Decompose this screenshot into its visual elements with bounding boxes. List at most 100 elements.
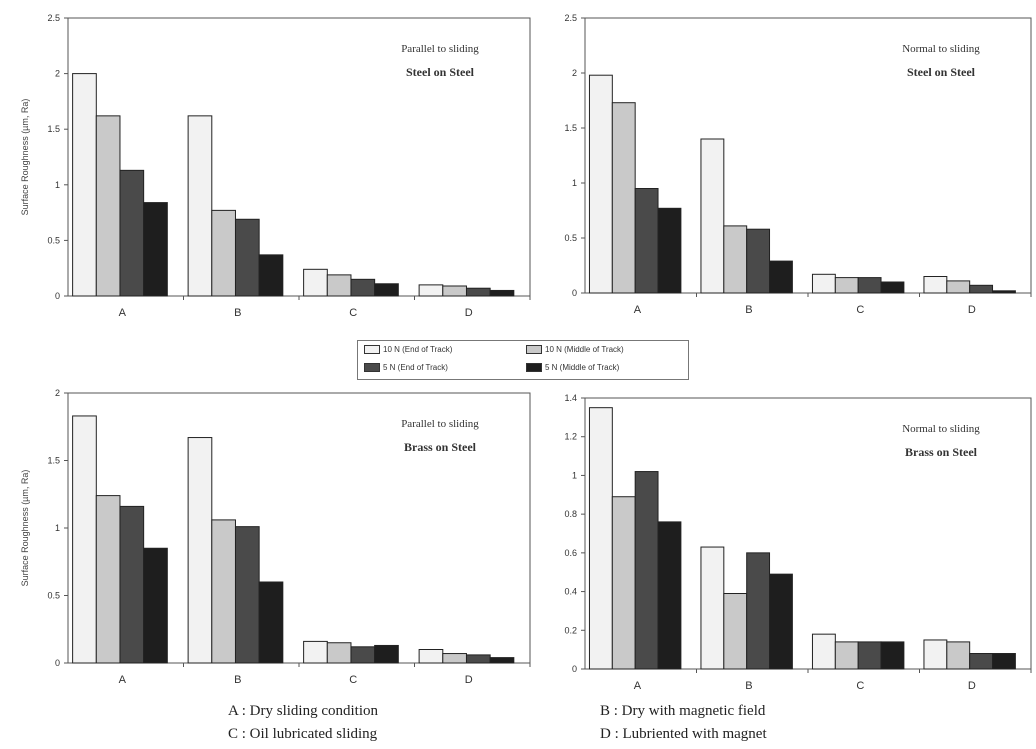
- caption-c: C : Oil lubricated sliding: [228, 726, 378, 742]
- bar-A-s2: [611, 102, 636, 294]
- bar-C-s3: [350, 646, 376, 664]
- legend-item-10n-mid: 10 N (Middle of Track): [526, 345, 624, 354]
- x-tick-label-A: A: [119, 674, 127, 686]
- bar-A-s1: [72, 73, 97, 297]
- legend-item-10n-end: 10 N (End of Track): [364, 345, 452, 354]
- bar-A-s4: [657, 521, 682, 670]
- x-tick-label-A: A: [119, 307, 127, 319]
- bar-C-s1: [303, 268, 328, 297]
- bar-A-s3: [634, 188, 659, 294]
- bar-D-s4: [489, 657, 515, 664]
- x-tick-label-C: C: [349, 674, 357, 686]
- y-tick-label: 1: [572, 470, 577, 480]
- y-tick-label: 0.4: [564, 587, 577, 597]
- x-tick-label-B: B: [234, 307, 241, 319]
- chart-4: 0 0.2 0.4 0.6 0.8 1 1.2 1.4 A B C D Normal to slidin…: [564, 393, 1032, 692]
- y-tick-label: 1.2: [564, 432, 577, 442]
- chart-1: 0 0.5 1 1.5 2 2.5 Surface Roughness (µm, Ra) A B…: [20, 13, 531, 319]
- bar-D-s2: [946, 641, 971, 670]
- bar-B-s2: [723, 593, 748, 670]
- bar-B-s2: [211, 209, 236, 297]
- bar-D-s4: [489, 289, 515, 297]
- legend-label-10n-mid: 10 N (Middle of Track): [545, 345, 624, 354]
- x-tick-label-D: D: [968, 304, 976, 316]
- y-tick-label: 2: [572, 68, 577, 78]
- bar-C-s3: [857, 641, 882, 670]
- y-tick-label: 1.5: [47, 124, 60, 134]
- legend-swatch-5n-mid: [526, 363, 542, 372]
- bar-B-s1: [700, 138, 725, 294]
- bar-A-s1: [588, 407, 613, 670]
- bar-D-s2: [946, 280, 971, 294]
- bar-C-s2: [834, 641, 859, 670]
- bar-A-s3: [119, 169, 145, 297]
- bar-C-s2: [326, 642, 352, 664]
- chart-2: 0 0.5 1 1.5 2 2.5 A B C D Normal to sliding Steel o…: [564, 13, 1032, 316]
- annotation-orientation: Parallel to sliding: [401, 418, 479, 430]
- x-tick-label-D: D: [465, 674, 473, 686]
- chart-3: 0 0.5 1 1.5 2 Surface Roughness (µm, Ra) A B C D P…: [20, 388, 531, 686]
- y-tick-label: 2: [55, 69, 60, 79]
- x-tick-label-B: B: [745, 680, 752, 692]
- annotation-material: Steel on Steel: [907, 65, 976, 79]
- x-tick-label-C: C: [856, 680, 864, 692]
- y-tick-label: 0.6: [564, 548, 577, 558]
- y-tick-label: 1: [572, 178, 577, 188]
- bar-D-s3: [465, 287, 491, 297]
- bar-C-s1: [811, 273, 836, 294]
- x-tick-label-A: A: [634, 680, 642, 692]
- y-tick-label: 2.5: [564, 13, 577, 23]
- bar-D-s1: [923, 276, 948, 294]
- bar-C-s4: [374, 283, 399, 297]
- y-tick-label: 0: [572, 664, 577, 674]
- bar-C-s2: [834, 277, 859, 294]
- bar-C-s3: [857, 277, 882, 294]
- legend-swatch-10n-mid: [526, 345, 542, 354]
- x-tick-label-D: D: [968, 680, 976, 692]
- y-tick-label: 1.5: [564, 123, 577, 133]
- bar-C-s4: [880, 641, 905, 670]
- annotation-orientation: Normal to sliding: [902, 423, 980, 435]
- bar-C-s2: [326, 274, 352, 297]
- legend-swatch-5n-end: [364, 363, 380, 372]
- bar-D-s1: [923, 639, 948, 670]
- bar-A-s4: [143, 202, 168, 297]
- legend-item-5n-mid: 5 N (Middle of Track): [526, 363, 619, 372]
- y-tick-label: 0: [572, 288, 577, 298]
- y-axis-label: Surface Roughness (µm, Ra): [20, 470, 30, 587]
- annotation-orientation: Normal to sliding: [902, 43, 980, 55]
- bar-D-s4: [992, 653, 1016, 670]
- bar-C-s4: [374, 644, 399, 664]
- bar-A-s4: [657, 207, 682, 294]
- bar-A-s1: [72, 415, 97, 664]
- legend-item-5n-end: 5 N (End of Track): [364, 363, 448, 372]
- bar-B-s3: [746, 552, 771, 670]
- bar-A-s2: [95, 115, 121, 297]
- bar-B-s4: [769, 260, 793, 294]
- bar-A-s3: [634, 471, 659, 670]
- y-axis-label: Surface Roughness (µm, Ra): [20, 99, 30, 216]
- bar-A-s1: [588, 74, 613, 294]
- bar-B-s3: [746, 228, 771, 294]
- bar-B-s1: [187, 437, 213, 664]
- bar-B-s1: [187, 115, 213, 297]
- bar-D-s4: [992, 290, 1016, 294]
- bar-A-s4: [143, 547, 168, 664]
- legend: 10 N (End of Track) 10 N (Middle of Trac…: [357, 340, 689, 380]
- bar-C-s1: [303, 640, 328, 664]
- bar-B-s1: [700, 546, 725, 670]
- x-tick-label-D: D: [465, 307, 473, 319]
- caption-b: B : Dry with magnetic field: [600, 703, 766, 719]
- y-tick-label: 0: [55, 658, 60, 668]
- bar-B-s2: [723, 225, 748, 294]
- bar-D-s1: [418, 649, 444, 664]
- bar-A-s3: [119, 505, 145, 664]
- bar-B-s3: [234, 218, 260, 297]
- y-tick-label: 0.5: [47, 591, 60, 601]
- x-tick-label-C: C: [349, 307, 357, 319]
- bar-B-s4: [258, 581, 284, 664]
- y-tick-label: 1.4: [564, 393, 577, 403]
- caption-d: D : Lubriented with magnet: [600, 726, 767, 742]
- bar-C-s4: [880, 281, 905, 294]
